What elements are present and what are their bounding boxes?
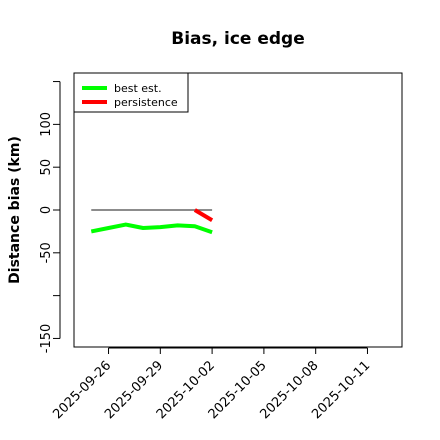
series-line-1 [193, 208, 214, 222]
y-axis-label: Distance bias (km) [7, 136, 23, 284]
series-line-0 [90, 222, 213, 235]
legend: best est.persistence [73, 72, 189, 113]
x-axis: 2025-09-262025-09-292025-10-022025-10-05… [50, 347, 373, 422]
y-tick-label: -150 [39, 324, 54, 354]
series-layer [90, 208, 214, 235]
chart-title: Bias, ice edge [171, 29, 305, 49]
y-axis: -150 -50 0 50 100 [39, 81, 61, 354]
legend-box [73, 72, 189, 113]
y-tick-label: 100 [39, 112, 54, 137]
legend-label-1: persistence [114, 96, 178, 109]
legend-label-0: best est. [114, 82, 162, 95]
y-tick-label: 0 [39, 206, 54, 214]
plot-area [73, 72, 403, 348]
y-tick-label: -50 [39, 242, 54, 263]
y-tick-label: 50 [39, 159, 54, 176]
